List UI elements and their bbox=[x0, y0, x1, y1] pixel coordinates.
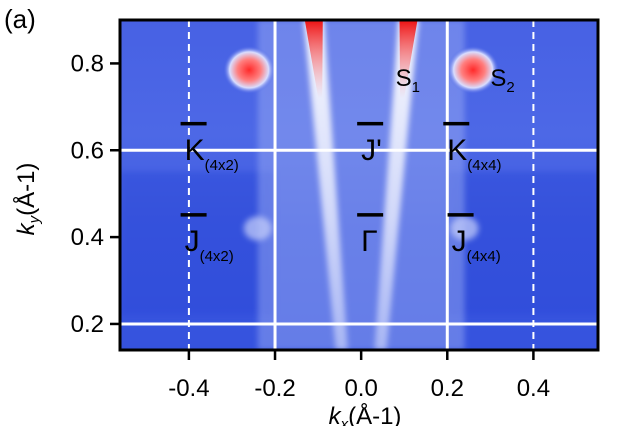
symmetry-point-label: J(4x4) bbox=[452, 225, 501, 265]
x-tick-label: 0.0 bbox=[344, 375, 377, 402]
symmetry-point-5: Γ bbox=[357, 213, 384, 258]
x-tick-label: -0.2 bbox=[254, 375, 295, 402]
symmetry-point-label: K(4x2) bbox=[185, 134, 239, 174]
symmetry-point-6: J(4x4) bbox=[447, 213, 501, 265]
feature-label-1: S1 bbox=[396, 65, 420, 96]
x-tick-label: 0.4 bbox=[517, 375, 550, 402]
intensity-map bbox=[120, 20, 598, 350]
symmetry-point-label: J(4x2) bbox=[185, 225, 234, 265]
y-tick-label: 0.2 bbox=[71, 311, 104, 338]
band-left bbox=[303, 20, 348, 350]
reference-lines bbox=[120, 20, 598, 350]
y-axis-label: ky(Å-1) bbox=[12, 163, 43, 236]
x-tick-label: 0.2 bbox=[431, 375, 464, 402]
blob-right bbox=[447, 45, 500, 94]
intensity-dark-left bbox=[120, 171, 276, 316]
band-left-peak bbox=[304, 20, 323, 99]
band-right-peak bbox=[399, 20, 418, 99]
x-axis-label: kx(Å-1) bbox=[329, 402, 402, 426]
symmetry-point-3: K(4x4) bbox=[443, 121, 501, 174]
blob-left bbox=[223, 45, 276, 94]
symmetry-point-4: J(4x2) bbox=[180, 213, 234, 265]
overbar bbox=[443, 121, 470, 126]
y-tick-label: 0.6 bbox=[71, 137, 104, 164]
heatmap-plot-area bbox=[118, 18, 600, 352]
band-right bbox=[374, 20, 419, 350]
x-tick-label: -0.4 bbox=[168, 375, 209, 402]
intensity-dark-right bbox=[447, 171, 598, 316]
symmetry-point-label: K(4x4) bbox=[447, 134, 501, 174]
y-axis: 0.2 0.4 0.6 0.8 bbox=[71, 50, 120, 338]
plot-frame bbox=[118, 18, 600, 352]
symmetry-point-label: J' bbox=[361, 134, 382, 167]
x-axis: -0.4 -0.2 0.0 0.2 0.4 bbox=[168, 350, 550, 402]
y-tick-label: 0.8 bbox=[71, 50, 104, 77]
overbar bbox=[357, 121, 384, 126]
feature-label-2: S2 bbox=[490, 65, 514, 96]
y-tick-label: 0.4 bbox=[71, 224, 104, 251]
overbar bbox=[447, 213, 474, 217]
overbar bbox=[180, 213, 207, 217]
symmetry-point-1: K(4x2) bbox=[180, 121, 239, 174]
symmetry-point-labels: S1 S2 K(4x2) J' K(4x4) J(4x2) Γ J(4x4) bbox=[180, 65, 515, 265]
panel-label: (a) bbox=[4, 4, 36, 34]
overbar bbox=[180, 121, 207, 126]
symmetry-point-2: J' bbox=[357, 121, 384, 167]
faint-left bbox=[243, 216, 272, 241]
faint-right bbox=[450, 216, 479, 241]
overbar bbox=[357, 213, 384, 217]
intensity-center-halo bbox=[257, 20, 465, 350]
symmetry-point-label: Γ bbox=[361, 225, 378, 258]
